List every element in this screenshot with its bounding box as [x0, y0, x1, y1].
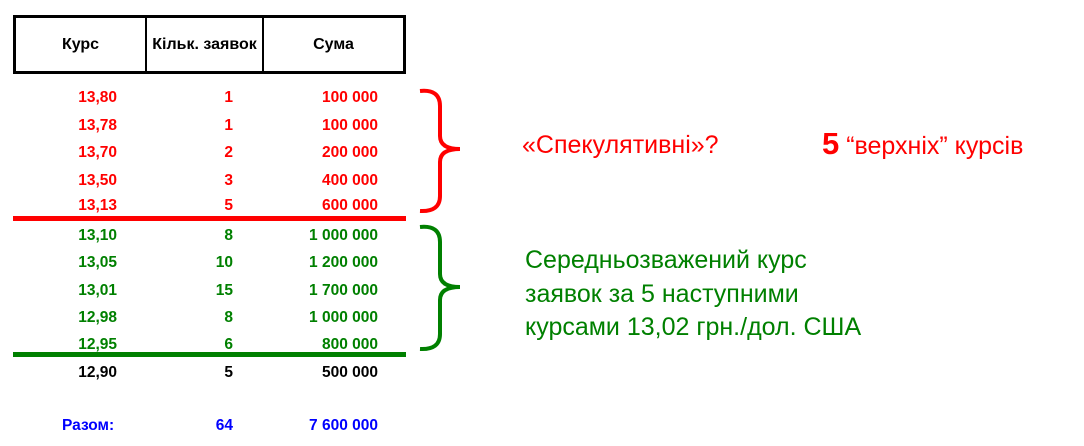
cell-count: 8 — [224, 227, 233, 244]
header-rate: Курс — [16, 18, 147, 71]
table-header: Курс Кільк. заявок Сума — [13, 15, 406, 74]
red-brace-icon — [419, 88, 461, 214]
cell-sum: 500 000 — [321, 364, 378, 381]
cell-sum: 600 000 — [321, 197, 378, 214]
top-text: “верхніх” курсів — [846, 132, 1024, 160]
green-brace-icon — [419, 224, 461, 352]
cell-rate: 13,70 — [78, 144, 117, 161]
cell-count: 3 — [224, 172, 233, 189]
header-count: Кільк. заявок — [147, 18, 264, 71]
table-row: 12,90 5 500 000 — [0, 364, 400, 384]
total-count: 64 — [215, 417, 233, 434]
cell-rate: 13,13 — [78, 197, 117, 214]
top-number: 5 — [822, 126, 840, 161]
cell-rate: 13,50 — [78, 172, 117, 189]
cell-sum: 1 000 000 — [309, 309, 378, 326]
table-row: 13,05 10 1 200 000 — [0, 254, 400, 274]
cell-count: 8 — [224, 309, 233, 326]
cell-rate: 13,80 — [78, 89, 117, 106]
cell-sum: 800 000 — [321, 336, 378, 353]
header-sum: Сума — [313, 36, 354, 53]
cell-rate: 13,10 — [78, 227, 117, 244]
table-row: 13,01 15 1 700 000 — [0, 282, 400, 302]
cell-rate: 12,98 — [78, 309, 117, 326]
cell-sum: 400 000 — [321, 172, 378, 189]
cell-rate: 12,95 — [78, 336, 117, 353]
cell-sum: 1 200 000 — [309, 254, 378, 271]
table-row: 13,80 1 100 000 — [0, 89, 400, 109]
weighted-line-2: заявок за 5 наступними — [525, 280, 799, 308]
cell-sum: 1 000 000 — [309, 227, 378, 244]
cell-rate: 13,01 — [78, 282, 117, 299]
cell-sum: 100 000 — [321, 89, 378, 106]
cell-count: 5 — [224, 197, 233, 214]
cell-count: 1 — [224, 117, 233, 134]
cell-sum: 1 700 000 — [309, 282, 378, 299]
cell-count: 6 — [224, 336, 233, 353]
speculative-label: «Спекулятивні»? — [522, 131, 719, 159]
table-row: 13,13 5 600 000 — [0, 197, 400, 217]
cell-sum: 200 000 — [321, 144, 378, 161]
table-row: 13,50 3 400 000 — [0, 172, 400, 192]
cell-count: 10 — [215, 254, 233, 271]
cell-rate: 12,90 — [78, 364, 117, 381]
table-row: 12,95 6 800 000 — [0, 336, 400, 356]
total-label: Разом: — [62, 417, 115, 434]
cell-rate: 13,05 — [78, 254, 117, 271]
cell-count: 2 — [224, 144, 233, 161]
table-row: 12,98 8 1 000 000 — [0, 309, 400, 329]
table-row: 13,70 2 200 000 — [0, 144, 400, 164]
total-row: Разом: 64 7 600 000 — [0, 417, 400, 437]
cell-count: 15 — [215, 282, 233, 299]
total-sum: 7 600 000 — [309, 417, 378, 434]
weighted-line-3: курсами 13,02 грн./дол. США — [525, 313, 862, 341]
red-divider — [13, 216, 406, 221]
cell-sum: 100 000 — [321, 117, 378, 134]
cell-count: 5 — [224, 364, 233, 381]
table-row: 13,78 1 100 000 — [0, 117, 400, 137]
table-row: 13,10 8 1 000 000 — [0, 227, 400, 247]
green-divider — [13, 352, 406, 357]
cell-rate: 13,78 — [78, 117, 117, 134]
top-rates-label: 5 “верхніх” курсів — [822, 126, 1023, 162]
cell-count: 1 — [224, 89, 233, 106]
weighted-line-1: Середньозважений курс — [525, 246, 807, 274]
